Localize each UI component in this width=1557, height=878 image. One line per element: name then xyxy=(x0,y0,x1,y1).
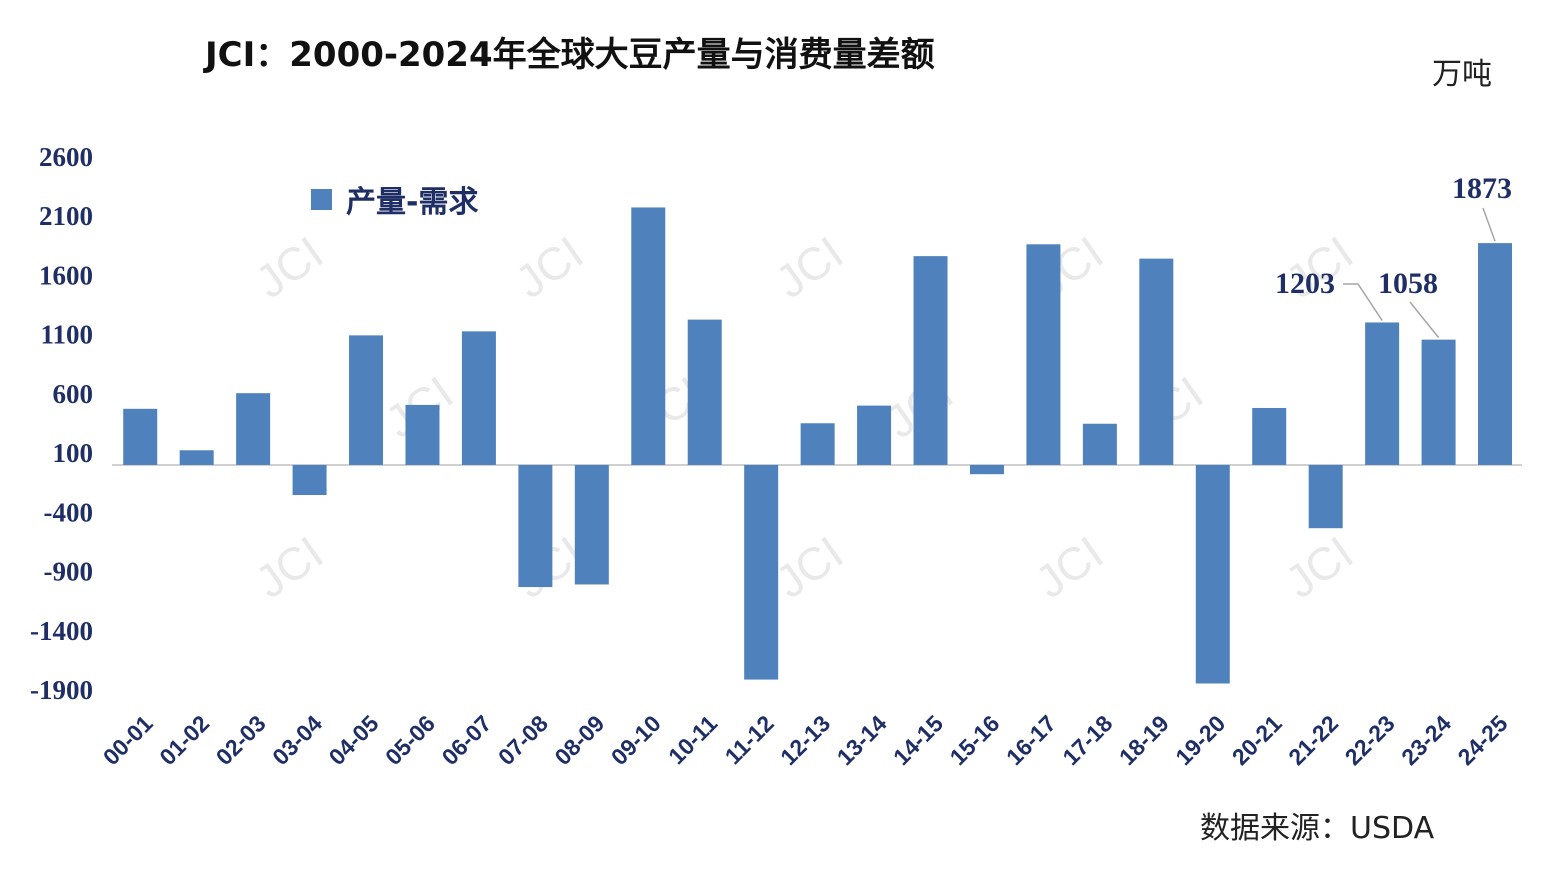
y-tick-label: -1900 xyxy=(30,675,93,705)
y-tick-label: -900 xyxy=(44,557,94,587)
legend-label: 产量-需求 xyxy=(346,185,478,220)
data-label-23-24: 1058 xyxy=(1378,267,1438,300)
x-tick-label: 15-16 xyxy=(945,710,1005,770)
x-tick-label: 22-23 xyxy=(1340,710,1400,770)
data-labels: 1203 1058 1873 xyxy=(1275,172,1512,339)
bar-06-07 xyxy=(461,331,496,465)
x-tick-label: 03-04 xyxy=(267,710,327,770)
x-tick-label: 21-22 xyxy=(1283,710,1343,770)
x-tick-label: 13-14 xyxy=(832,710,892,770)
x-tick-label: 02-03 xyxy=(211,710,271,770)
chart-title: JCI：2000-2024年全球大豆产量与消费量差额 xyxy=(203,35,935,75)
watermark-text: JCI xyxy=(766,526,852,608)
x-tick-label: 00-01 xyxy=(98,710,158,770)
x-tick-label: 07-08 xyxy=(493,710,553,770)
x-tick-label: 16-17 xyxy=(1001,710,1061,770)
y-tick-label: 2100 xyxy=(39,201,93,231)
legend: 产量-需求 xyxy=(311,185,478,220)
x-tick-label: 04-05 xyxy=(324,710,384,770)
bar-23-24 xyxy=(1421,339,1456,465)
bar-16-17 xyxy=(1026,244,1061,465)
y-tick-label: -400 xyxy=(44,497,94,527)
unit-label: 万吨 xyxy=(1432,57,1492,92)
x-tick-label: 18-19 xyxy=(1114,710,1174,770)
bar-07-08 xyxy=(518,464,553,588)
bar-18-19 xyxy=(1139,258,1174,465)
watermark-text: JCI xyxy=(1276,526,1362,608)
x-tick-label: 23-24 xyxy=(1396,710,1456,770)
bar-15-16 xyxy=(969,464,1004,475)
x-axis: 00-0101-0202-0303-0404-0505-0606-0707-08… xyxy=(98,710,1513,770)
x-tick-label: 14-15 xyxy=(888,710,948,770)
x-tick-label: 10-11 xyxy=(663,710,722,769)
x-tick-label: 20-21 xyxy=(1227,710,1287,770)
watermark-text: JCI xyxy=(246,526,332,608)
legend-swatch xyxy=(311,189,332,210)
x-tick-label: 17-18 xyxy=(1057,710,1117,770)
bar-11-12 xyxy=(744,464,779,680)
y-tick-label: -1400 xyxy=(30,616,93,646)
watermark-text: JCI xyxy=(766,226,852,308)
bar-22-23 xyxy=(1365,322,1400,465)
x-tick-label: 19-20 xyxy=(1170,710,1230,770)
bar-series xyxy=(123,207,1513,684)
bar-03-04 xyxy=(292,464,327,496)
y-tick-label: 100 xyxy=(53,438,94,468)
bar-20-21 xyxy=(1252,407,1287,465)
x-tick-label: 08-09 xyxy=(549,710,609,770)
leader-line xyxy=(1482,207,1496,242)
x-tick-label: 05-06 xyxy=(380,710,440,770)
bar-08-09 xyxy=(574,464,609,585)
x-tick-label: 09-10 xyxy=(606,710,666,770)
source-note: 数据来源：USDA xyxy=(1200,811,1435,846)
bar-24-25 xyxy=(1478,243,1513,465)
leader-line xyxy=(1343,283,1383,321)
bar-01-02 xyxy=(179,450,214,465)
x-tick-label: 06-07 xyxy=(436,710,496,770)
bar-14-15 xyxy=(913,256,948,465)
bar-21-22 xyxy=(1308,464,1343,529)
x-tick-label: 24-25 xyxy=(1453,710,1513,770)
x-tick-label: 01-02 xyxy=(154,710,214,770)
y-tick-label: 600 xyxy=(53,379,94,409)
bar-10-11 xyxy=(687,319,722,465)
y-tick-label: 2600 xyxy=(39,142,93,172)
bar-00-01 xyxy=(123,408,158,465)
watermark-text: JCI xyxy=(1026,526,1112,608)
watermark-text: JCI xyxy=(506,226,592,308)
data-label-22-23: 1203 xyxy=(1275,267,1335,300)
bar-04-05 xyxy=(349,335,384,465)
x-tick-label: 12-13 xyxy=(775,710,835,770)
bar-05-06 xyxy=(405,404,440,465)
bar-17-18 xyxy=(1082,423,1117,465)
data-label-24-25: 1873 xyxy=(1452,172,1512,205)
bar-12-13 xyxy=(800,423,835,465)
y-tick-label: 1100 xyxy=(40,320,93,350)
bar-02-03 xyxy=(236,393,271,465)
y-tick-label: 1600 xyxy=(39,260,93,290)
bar-13-14 xyxy=(857,405,892,465)
bar-19-20 xyxy=(1195,464,1230,684)
y-axis: 2600 2100 1600 1100 600 100 -400 -900 -1400 -1900 xyxy=(30,142,93,705)
watermark-text: JCI xyxy=(246,226,332,308)
x-tick-label: 11-12 xyxy=(720,710,779,769)
leader-line xyxy=(1409,301,1440,339)
bar-09-10 xyxy=(631,207,666,465)
